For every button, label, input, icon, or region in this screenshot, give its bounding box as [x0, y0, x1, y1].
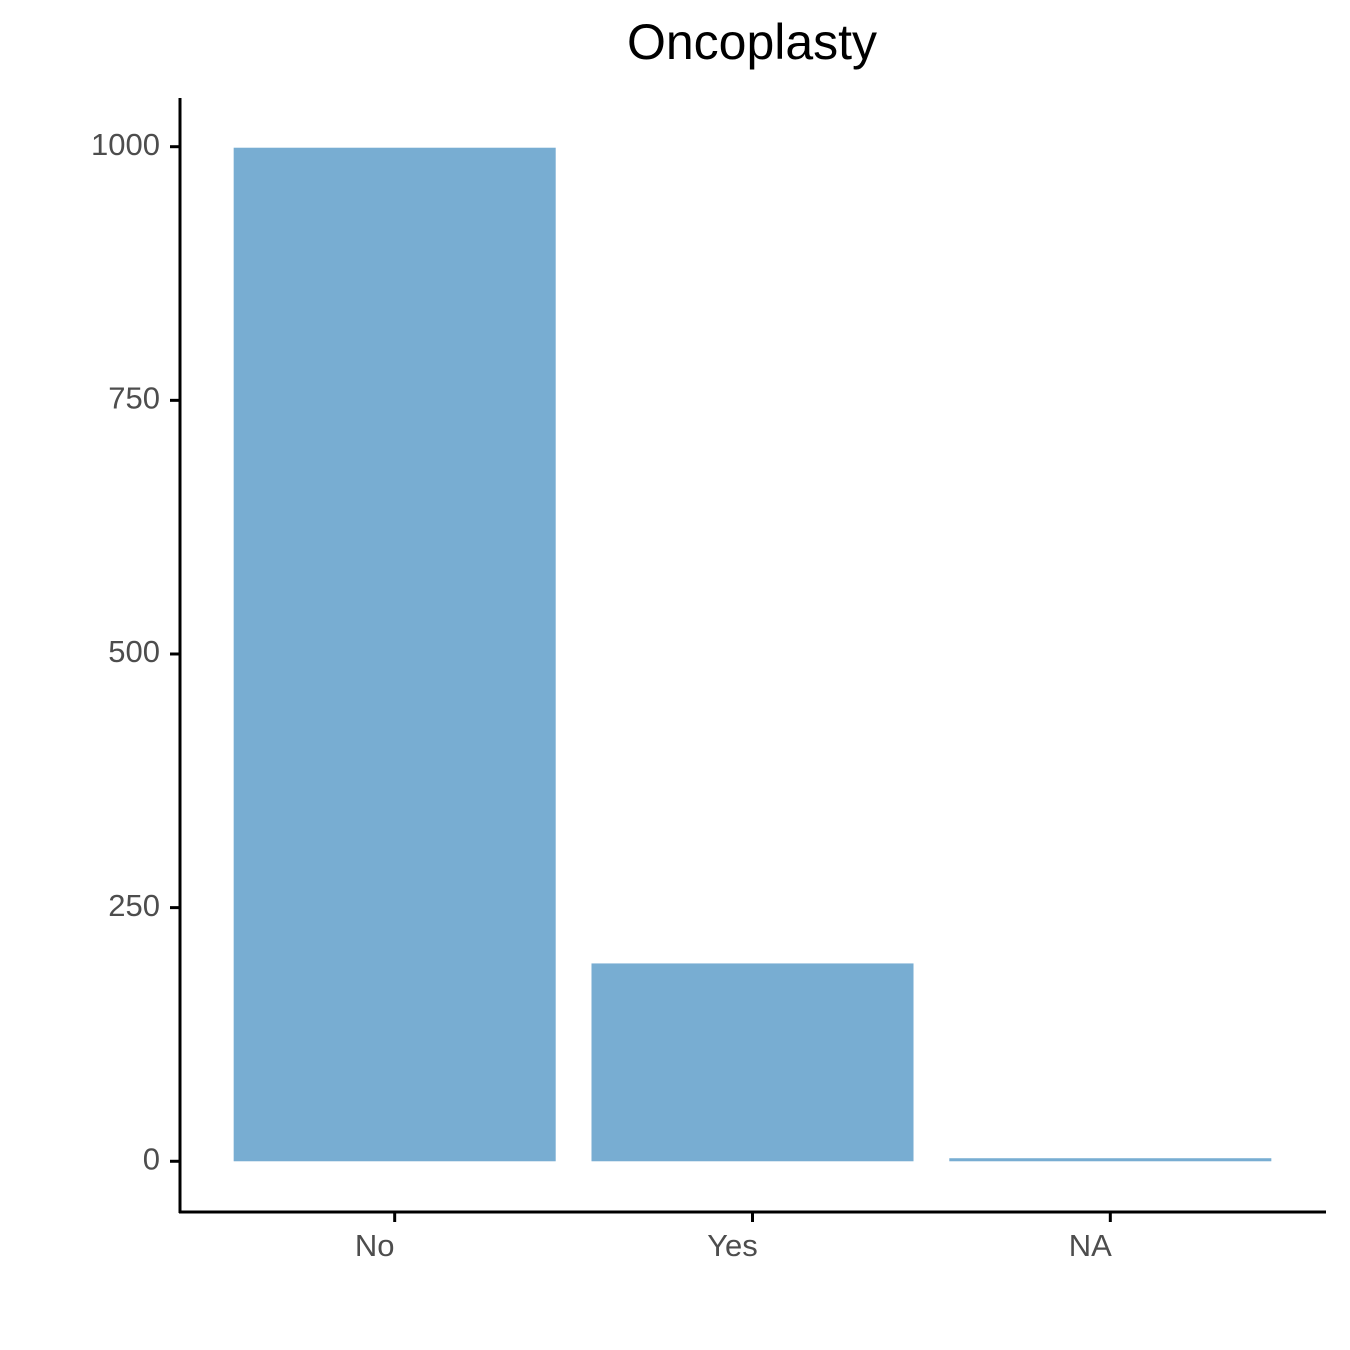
x-tick-label: Yes: [707, 1228, 758, 1263]
y-tick-label: 1000: [91, 127, 160, 162]
y-tick-label: 750: [108, 381, 160, 416]
x-tick-label: No: [355, 1228, 395, 1263]
chart-title: Oncoplasty: [627, 14, 877, 70]
y-tick-label: 250: [108, 888, 160, 923]
y-tick-label: 0: [143, 1141, 160, 1176]
y-tick-label: 500: [108, 634, 160, 669]
bar: [949, 1158, 1272, 1162]
bar: [591, 963, 914, 1162]
bar: [233, 147, 556, 1162]
x-tick-label: NA: [1069, 1228, 1112, 1263]
